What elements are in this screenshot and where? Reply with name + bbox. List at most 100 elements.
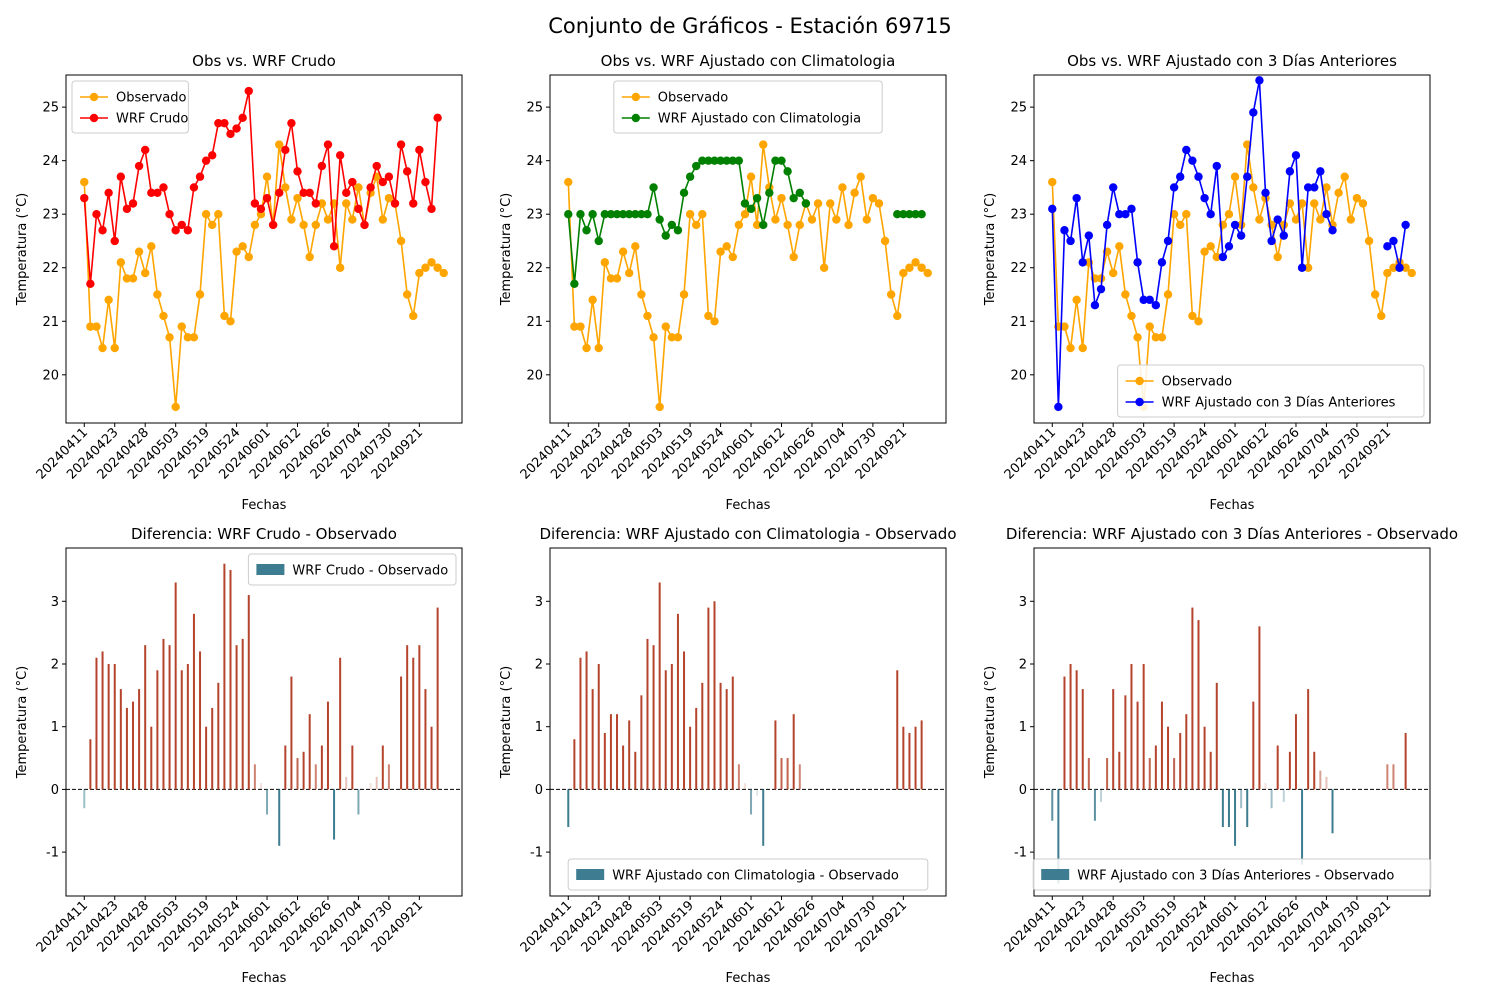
diff-bar: [713, 601, 716, 790]
data-point: [813, 199, 823, 208]
diff-bar: [424, 689, 427, 790]
data-point: [832, 215, 841, 224]
data-point: [1346, 215, 1356, 224]
diff-bar: [186, 664, 189, 790]
data-point: [317, 199, 327, 208]
diff-bar: [1392, 764, 1395, 790]
diff-bar: [101, 651, 104, 790]
legend-marker: [1135, 397, 1144, 407]
diff-bar: [1160, 701, 1163, 790]
data-point: [104, 295, 113, 305]
diff-bar: [162, 638, 165, 790]
y-tick-label: 0: [51, 783, 59, 798]
y-tick-label: 23: [1010, 208, 1027, 223]
data-point: [789, 193, 798, 203]
data-point: [594, 343, 603, 353]
axes-frame: [65, 74, 463, 424]
data-point: [649, 333, 658, 342]
diff-bar: [400, 676, 403, 790]
data-point: [759, 140, 768, 149]
data-point: [147, 188, 156, 197]
data-point: [1048, 177, 1057, 187]
data-point: [116, 172, 126, 181]
data-point: [771, 215, 780, 224]
data-point: [1145, 295, 1154, 305]
diff-bar: [83, 789, 86, 809]
data-point: [141, 268, 150, 278]
y-tick-label: -1: [530, 846, 543, 861]
diff-bar: [95, 657, 98, 790]
data-point: [183, 226, 193, 235]
data-point: [238, 242, 247, 251]
data-point: [807, 215, 817, 224]
diff-bar: [1270, 789, 1273, 809]
data-point: [402, 290, 412, 299]
data-point: [819, 263, 829, 272]
data-point: [1090, 301, 1100, 310]
legend-marker: [1135, 376, 1144, 386]
legend-label: WRF Ajustado con Climatologia: [658, 112, 861, 127]
y-tick-label: 20: [1010, 368, 1027, 383]
data-point: [287, 118, 296, 128]
data-point: [637, 290, 646, 299]
legend-box: [247, 553, 457, 586]
diff-bar: [762, 789, 765, 846]
legend-box: [1117, 364, 1425, 418]
data-point: [905, 263, 914, 272]
data-point: [722, 156, 731, 165]
data-point: [220, 311, 229, 321]
data-point: [564, 177, 573, 187]
data-point: [171, 226, 180, 235]
data-point: [1297, 263, 1307, 272]
series-wrf: [1048, 76, 1410, 412]
data-point: [588, 210, 597, 219]
data-point: [777, 193, 786, 203]
diff-bar: [1307, 689, 1310, 790]
data-point: [1303, 183, 1313, 192]
data-point: [1261, 188, 1270, 197]
chart-title: Diferencia: WRF Ajustado con 3 Días Ante…: [1006, 525, 1458, 543]
data-point: [1182, 145, 1191, 155]
diff-bar: [585, 651, 588, 790]
data-point: [862, 215, 871, 224]
diff-bar: [357, 789, 360, 815]
y-axis-label: Temperatura (°C): [15, 193, 30, 306]
data-point: [1084, 231, 1094, 240]
legend: Observado WRF Ajustado con 3 Días Anterio…: [1117, 364, 1425, 418]
data-point: [1139, 295, 1148, 305]
data-point: [1115, 242, 1124, 251]
x-axis-label: Fechas: [1210, 971, 1255, 986]
data-point: [1322, 183, 1331, 192]
chart-title: Obs vs. WRF Ajustado con Climatologia: [601, 52, 896, 70]
diff-bar: [609, 714, 612, 790]
y-axis-label: Temperatura (°C): [499, 193, 514, 306]
diff-bar: [1294, 714, 1297, 790]
data-point: [917, 210, 926, 219]
data-point: [1109, 183, 1118, 192]
axes-frame: [549, 547, 947, 897]
data-point: [576, 210, 585, 219]
legend-marker: [631, 92, 640, 102]
data-point: [1383, 242, 1392, 251]
x-axis-label: Fechas: [1210, 498, 1255, 513]
chart-title: Obs vs. WRF Ajustado con 3 Días Anterior…: [1067, 52, 1397, 70]
diff-bar: [1313, 751, 1316, 790]
data-point: [893, 210, 902, 219]
diff-bar: [1288, 751, 1291, 790]
data-point: [214, 210, 223, 219]
diff-bar: [430, 726, 433, 790]
diff-bar: [1130, 664, 1133, 790]
data-point: [795, 188, 804, 197]
diff-bar: [786, 758, 789, 790]
data-point: [232, 247, 241, 256]
data-point: [128, 199, 138, 208]
legend-box: [567, 858, 929, 891]
figure-suptitle: Conjunto de Gráficos - Estación 69715: [548, 14, 952, 38]
data-point: [1121, 210, 1130, 219]
y-tick-label: 3: [535, 595, 543, 610]
diff-bar: [351, 745, 354, 790]
data-point: [643, 311, 652, 321]
data-point: [698, 156, 707, 165]
data-point: [1230, 172, 1240, 181]
data-point: [220, 118, 229, 128]
